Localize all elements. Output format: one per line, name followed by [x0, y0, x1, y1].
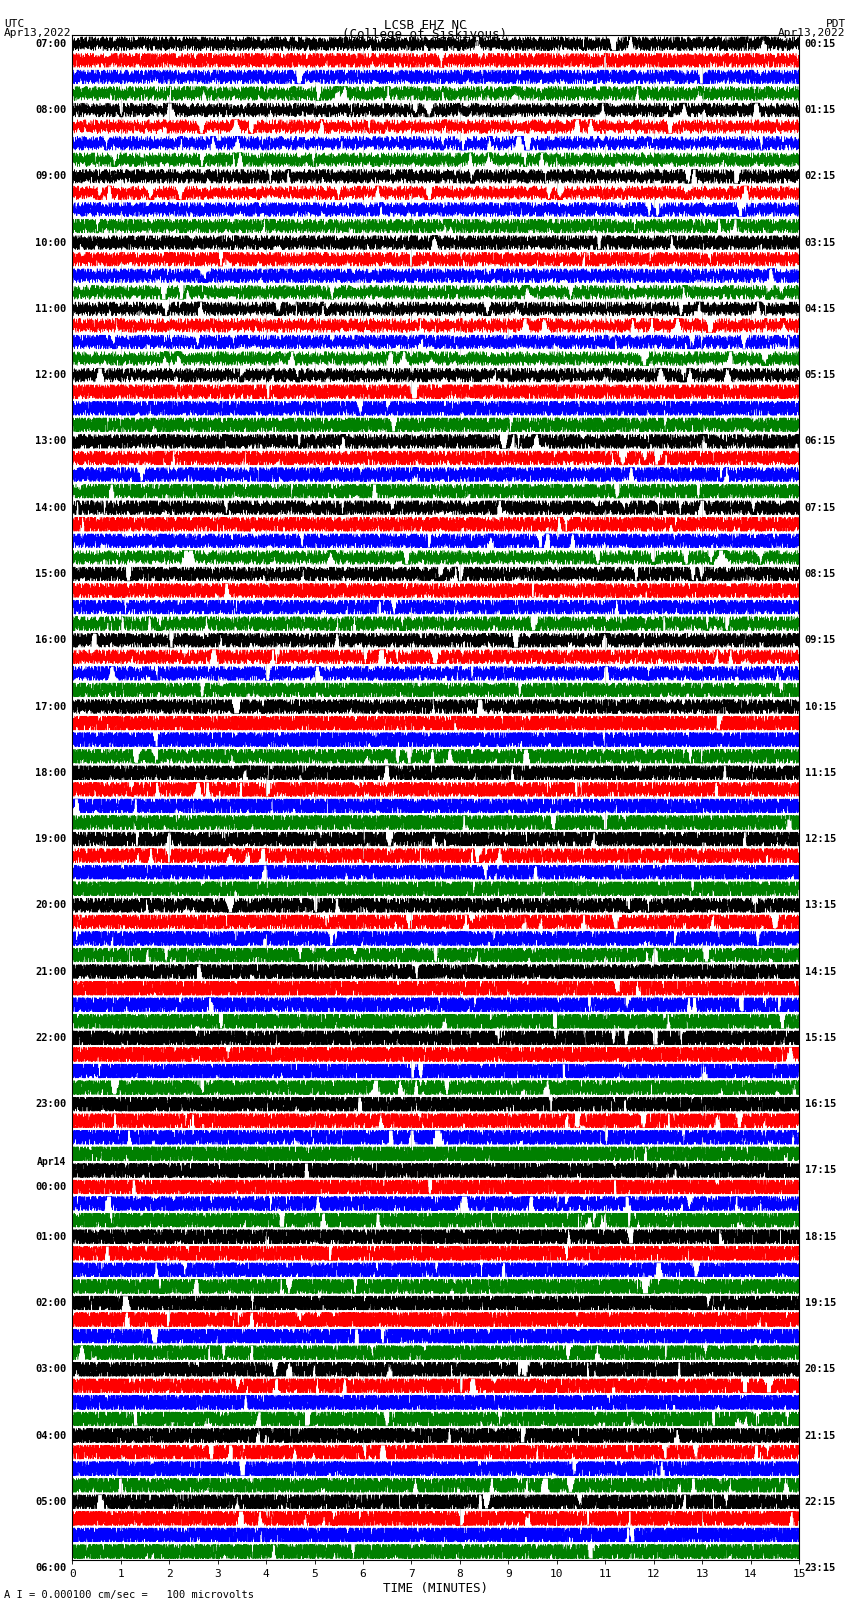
- X-axis label: TIME (MINUTES): TIME (MINUTES): [383, 1582, 488, 1595]
- Text: 12:00: 12:00: [36, 369, 66, 381]
- Text: 15:15: 15:15: [805, 1032, 836, 1044]
- Text: 11:15: 11:15: [805, 768, 836, 777]
- Text: 08:15: 08:15: [805, 569, 836, 579]
- Text: Apr13,2022: Apr13,2022: [779, 29, 846, 39]
- Text: 07:00: 07:00: [36, 39, 66, 48]
- Text: LCSB EHZ NC: LCSB EHZ NC: [383, 18, 467, 32]
- Text: (College of Siskiyous): (College of Siskiyous): [343, 29, 507, 42]
- Text: 18:15: 18:15: [805, 1232, 836, 1242]
- Text: 23:00: 23:00: [36, 1098, 66, 1110]
- Text: 04:15: 04:15: [805, 303, 836, 315]
- Text: 10:15: 10:15: [805, 702, 836, 711]
- Text: 06:00: 06:00: [36, 1563, 66, 1573]
- Text: 22:00: 22:00: [36, 1032, 66, 1044]
- Text: 21:00: 21:00: [36, 966, 66, 976]
- Text: 17:00: 17:00: [36, 702, 66, 711]
- Text: 07:15: 07:15: [805, 503, 836, 513]
- Text: 21:15: 21:15: [805, 1431, 836, 1440]
- Text: 17:15: 17:15: [805, 1166, 836, 1176]
- Text: 01:15: 01:15: [805, 105, 836, 115]
- Text: 00:00: 00:00: [36, 1182, 66, 1192]
- Text: 03:00: 03:00: [36, 1365, 66, 1374]
- Text: 03:15: 03:15: [805, 237, 836, 247]
- Text: Apr14: Apr14: [37, 1157, 66, 1168]
- Text: 05:15: 05:15: [805, 369, 836, 381]
- Text: 22:15: 22:15: [805, 1497, 836, 1507]
- Text: Apr13,2022: Apr13,2022: [4, 29, 71, 39]
- Text: 09:00: 09:00: [36, 171, 66, 181]
- Text: 13:00: 13:00: [36, 437, 66, 447]
- Text: 05:00: 05:00: [36, 1497, 66, 1507]
- Text: 01:00: 01:00: [36, 1232, 66, 1242]
- Text: = 0.000100 cm/sec: = 0.000100 cm/sec: [398, 37, 504, 48]
- Text: 04:00: 04:00: [36, 1431, 66, 1440]
- Text: UTC: UTC: [4, 18, 25, 29]
- Text: 20:00: 20:00: [36, 900, 66, 910]
- Text: 10:00: 10:00: [36, 237, 66, 247]
- Text: A I = 0.000100 cm/sec =   100 microvolts: A I = 0.000100 cm/sec = 100 microvolts: [4, 1590, 254, 1600]
- Text: 14:00: 14:00: [36, 503, 66, 513]
- Text: 00:15: 00:15: [805, 39, 836, 48]
- Text: 19:00: 19:00: [36, 834, 66, 844]
- Text: 09:15: 09:15: [805, 636, 836, 645]
- Text: 16:15: 16:15: [805, 1098, 836, 1110]
- Text: 12:15: 12:15: [805, 834, 836, 844]
- Text: 15:00: 15:00: [36, 569, 66, 579]
- Text: 02:15: 02:15: [805, 171, 836, 181]
- Text: 08:00: 08:00: [36, 105, 66, 115]
- Text: 02:00: 02:00: [36, 1298, 66, 1308]
- Text: 19:15: 19:15: [805, 1298, 836, 1308]
- Text: 13:15: 13:15: [805, 900, 836, 910]
- Text: 23:15: 23:15: [805, 1563, 836, 1573]
- Text: 16:00: 16:00: [36, 636, 66, 645]
- Text: 11:00: 11:00: [36, 303, 66, 315]
- Text: 06:15: 06:15: [805, 437, 836, 447]
- Text: 20:15: 20:15: [805, 1365, 836, 1374]
- Text: 18:00: 18:00: [36, 768, 66, 777]
- Text: 14:15: 14:15: [805, 966, 836, 976]
- Text: I: I: [383, 37, 390, 52]
- Text: PDT: PDT: [825, 18, 846, 29]
